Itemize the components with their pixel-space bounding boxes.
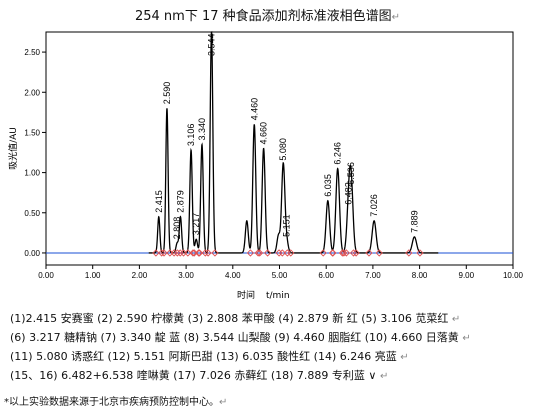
legend-line-4-text: (15、16) 6.482+6.538 喹啉黄 (17) 7.026 赤藓红 (…	[10, 369, 377, 382]
x-tick-label: 10.00	[503, 271, 524, 280]
integration-marker	[349, 249, 358, 257]
integration-marker	[352, 249, 360, 257]
x-tick-label: 0.00	[38, 271, 54, 280]
source-note-text: *以上实验数据来源于北京市疾病预防控制中心。	[4, 397, 219, 408]
peak-label: 4.660	[259, 122, 269, 145]
peak-label: 7.889	[409, 210, 419, 233]
integration-marker	[246, 249, 255, 257]
integration-marker	[204, 249, 212, 257]
paragraph-mark: ↵	[219, 397, 228, 408]
integration-marker	[195, 249, 203, 257]
integration-marker	[319, 249, 327, 257]
legend-line-2: (6) 3.217 糖精钠 (7) 3.340 靛 蓝 (8) 3.544 山梨…	[10, 328, 530, 347]
x-axis-unit: t/min	[266, 291, 290, 301]
paragraph-mark: ↵	[462, 333, 471, 344]
integration-marker	[189, 249, 197, 257]
legend-line-3-text: (11) 5.080 诱惑红 (12) 5.151 阿斯巴甜 (13) 6.03…	[10, 350, 397, 363]
y-tick-label: 1.50	[24, 128, 40, 137]
integration-marker	[176, 249, 184, 257]
y-tick-label: 2.00	[24, 88, 40, 97]
peak-label: 2.415	[154, 190, 164, 213]
integration-marker	[160, 249, 168, 257]
paragraph-mark: ↵	[379, 371, 389, 382]
peak-label: 2.879	[175, 190, 185, 213]
y-tick-label: 0.50	[24, 209, 40, 218]
peak-label: 3.544	[207, 33, 217, 56]
peak-label: 5.080	[278, 138, 288, 161]
x-tick-label: 1.00	[85, 271, 101, 280]
integration-marker	[342, 249, 350, 257]
integration-marker	[184, 249, 192, 257]
x-tick-label: 3.00	[178, 271, 194, 280]
peak-label: 2.808	[172, 217, 182, 240]
integration-marker	[256, 249, 264, 257]
integration-marker	[275, 249, 283, 257]
peak-label: 6.482	[344, 182, 354, 205]
integration-marker	[158, 249, 166, 257]
peak-label: 3.217	[191, 213, 201, 236]
paragraph-mark: ↵	[451, 314, 461, 325]
x-tick-label: 9.00	[459, 271, 475, 280]
legend-line-1: (1)2.415 安赛蜜 (2) 2.590 柠檬黄 (3) 2.808 苯甲酸…	[10, 309, 530, 328]
peak-label: 3.340	[197, 118, 207, 141]
integration-marker	[195, 249, 204, 257]
x-axis-label: 时间	[237, 289, 255, 301]
x-tick-label: 6.00	[318, 271, 334, 280]
integration-marker	[375, 249, 383, 257]
integration-marker	[278, 249, 286, 257]
chart-title-text: 254 nm下 17 种食品添加剂标准液相色谱图	[134, 9, 392, 24]
y-tick-label: 2.50	[24, 48, 40, 57]
y-axis-label: 吸光值/AU	[7, 127, 19, 170]
peak-label: 6.246	[333, 142, 343, 165]
integration-marker	[211, 249, 219, 257]
legend-line-4: (15、16) 6.482+6.538 喹啉黄 (17) 7.026 赤藓红 (…	[10, 366, 530, 385]
integration-marker	[405, 249, 413, 257]
peak-legend: (1)2.415 安赛蜜 (2) 2.590 柠檬黄 (3) 2.808 苯甲酸…	[10, 309, 530, 385]
integration-marker	[173, 249, 181, 257]
integration-marker	[263, 249, 272, 257]
y-tick-label: 0.00	[24, 249, 40, 258]
integration-marker	[254, 249, 262, 257]
integration-marker	[152, 249, 160, 257]
legend-line-3: (11) 5.080 诱惑红 (12) 5.151 阿斯巴甜 (13) 6.03…	[10, 347, 530, 366]
peak-label: 5.151	[282, 214, 292, 237]
peak-label: 7.026	[369, 194, 379, 217]
chart-title: 254 nm下 17 种食品添加剂标准液相色谱图↵	[0, 5, 535, 24]
integration-marker	[329, 249, 337, 257]
peak-label: 6.536	[346, 162, 356, 185]
integration-marker	[201, 249, 209, 257]
legend-line-1-text: (1)2.415 安赛蜜 (2) 2.590 柠檬黄 (3) 2.808 苯甲酸…	[10, 312, 449, 325]
y-tick-label: 1.00	[24, 169, 40, 178]
paragraph-mark: ↵	[391, 12, 401, 23]
integration-marker	[340, 249, 348, 257]
integration-marker	[287, 249, 295, 257]
x-tick-label: 8.00	[412, 271, 428, 280]
x-tick-label: 7.00	[365, 271, 381, 280]
peak-label: 2.590	[162, 82, 172, 105]
integration-marker	[170, 249, 178, 257]
source-note: *以上实验数据来源于北京市疾病预防控制中心。↵	[4, 393, 227, 408]
peak-label: 3.106	[186, 124, 196, 147]
x-tick-label: 4.00	[225, 271, 241, 280]
peak-label: 4.460	[249, 98, 259, 121]
paragraph-mark: ↵	[400, 352, 409, 363]
integration-marker	[283, 249, 292, 257]
peak-label: 6.035	[323, 174, 333, 197]
integration-marker	[365, 249, 373, 257]
x-tick-label: 5.00	[272, 271, 288, 280]
x-tick-label: 2.00	[132, 271, 148, 280]
legend-line-2-text: (6) 3.217 糖精钠 (7) 3.340 靛 蓝 (8) 3.544 山梨…	[10, 331, 459, 344]
integration-marker	[416, 249, 424, 257]
